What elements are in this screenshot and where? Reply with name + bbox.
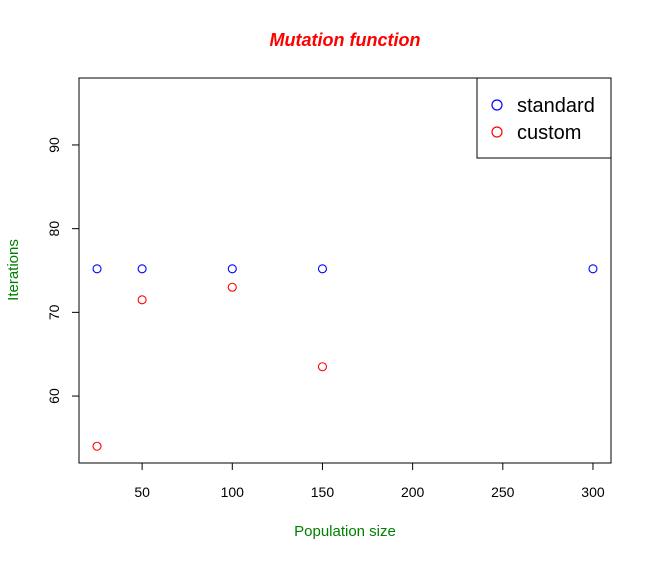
y-tick-label: 80 [46,221,62,237]
y-tick-label: 90 [46,137,62,153]
legend-marker-custom [491,126,503,138]
legend-label-custom: custom [517,122,581,144]
data-point-standard [317,264,328,274]
data-point-standard [137,264,147,274]
x-tick-label: 300 [581,484,605,500]
x-tick-label: 250 [491,484,515,500]
x-axis-label: Population size [294,523,396,540]
legend-marker-standard [491,99,503,111]
chart-title: Mutation function [270,30,421,50]
y-tick-label: 60 [46,388,62,404]
x-tick-label: 200 [401,484,425,500]
y-tick-label: 70 [46,304,62,320]
data-point-standard [227,264,237,274]
legend: standard custom [476,77,612,159]
data-point-custom [92,441,102,451]
x-tick-label: 50 [134,484,150,500]
x-tick-label: 100 [221,484,245,500]
legend-label-standard: standard [517,95,595,117]
y-axis-label: Iterations [5,239,22,301]
y-axis: 60 70 80 90 [46,137,80,404]
data-point-standard [588,264,598,274]
legend-box [476,77,612,159]
data-point-custom [137,295,147,305]
data-point-custom [227,282,237,292]
data-point-custom [317,362,328,372]
x-axis: 50 100 150 200 250 300 [134,462,605,500]
data-points [92,264,598,451]
x-tick-label: 150 [311,484,335,500]
data-point-standard [92,264,102,274]
